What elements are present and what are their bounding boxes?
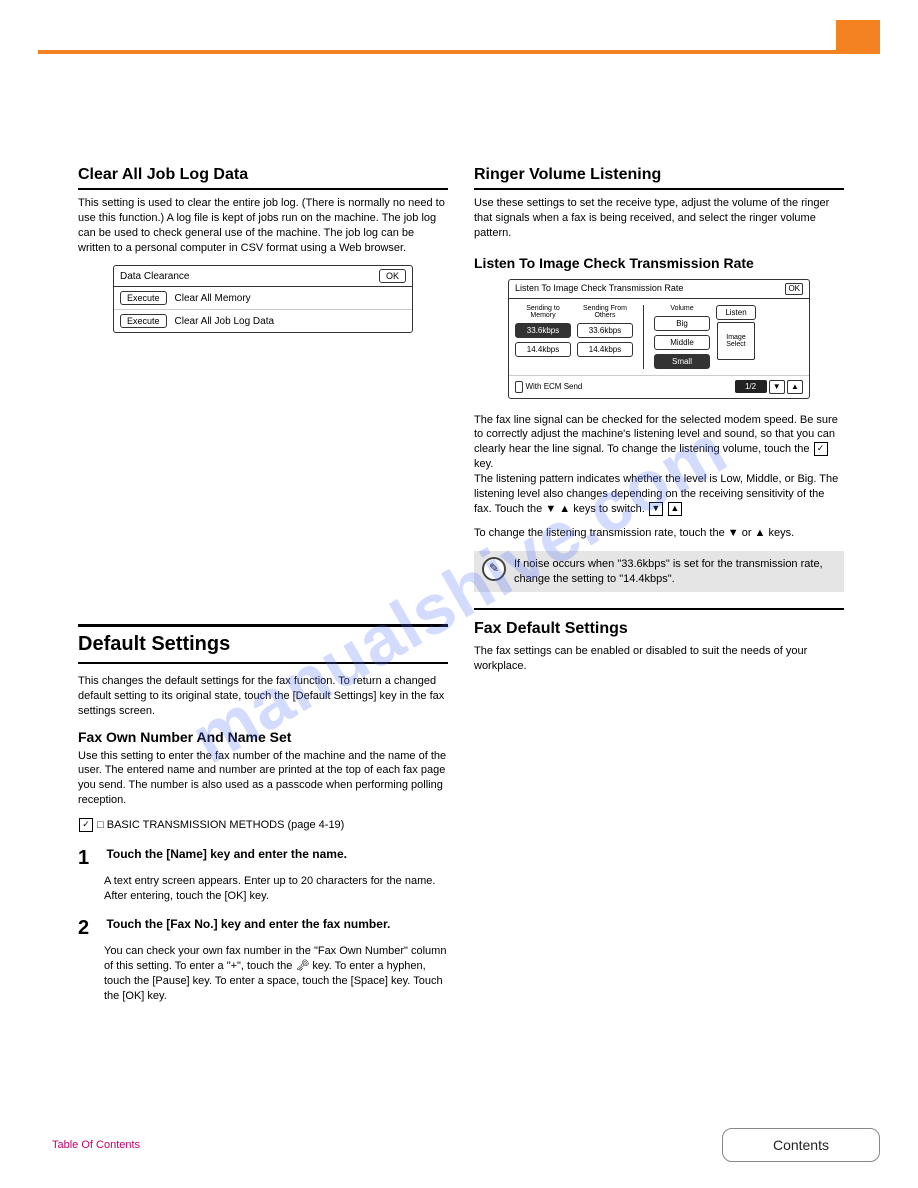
toc-link[interactable]: Table Of Contents — [52, 1139, 140, 1151]
subhead-desc: Use this setting to enter the fax number… — [78, 749, 448, 808]
right-subhead: Listen To Image Check Transmission Rate — [474, 255, 844, 271]
header-rule — [38, 50, 880, 54]
contents-button[interactable]: Contents — [722, 1128, 880, 1162]
step-2: 2 Touch the [Fax No.] key and enter the … — [78, 917, 448, 940]
rate-panel-title: Listen To Image Check Transmission Rate — [515, 283, 683, 295]
intro3: To change the listening transmission rat… — [474, 526, 844, 541]
vol-button[interactable]: Middle — [654, 335, 710, 350]
subhead: Fax Own Number And Name Set — [78, 729, 448, 745]
section3-title: Fax Default Settings — [474, 620, 844, 638]
rate-button[interactable]: 33.6kbps — [577, 323, 633, 338]
section2-title: Default Settings — [78, 633, 448, 656]
sending-col: Sending to Memory 33.6kbps 14.4kbps — [515, 305, 571, 369]
rate-value: 1/2 — [735, 380, 767, 393]
rate-button[interactable]: 14.4kbps — [515, 342, 571, 357]
check-icon: ✓ — [814, 442, 828, 456]
section2-desc: This changes the default settings for th… — [78, 674, 448, 719]
step1-sub: A text entry screen appears. Enter up to… — [104, 874, 448, 904]
left-section2: Default Settings This changes the defaul… — [78, 624, 448, 1014]
down-icon[interactable]: ▼ — [769, 380, 785, 394]
rate-button[interactable]: 14.4kbps — [577, 342, 633, 357]
page: manualshive.com 7-71 Clear All Job Log D… — [0, 0, 918, 1188]
rate-button[interactable]: 33.6kbps — [515, 323, 571, 338]
intro2: The fax line signal can be checked for t… — [474, 413, 844, 517]
rate-ok-button[interactable]: OK — [785, 283, 803, 295]
row-label: Clear All Job Log Data — [175, 316, 275, 327]
image-select-icon[interactable]: Image Select — [717, 322, 755, 360]
row-label: Clear All Memory — [175, 293, 251, 304]
left-title: Clear All Job Log Data — [78, 166, 448, 190]
left-column: Clear All Job Log Data This setting is u… — [78, 166, 448, 347]
check-icon: ✓ — [79, 818, 93, 832]
step2-sub: You can check your own fax number in the… — [104, 944, 448, 1003]
right-desc: Use these settings to set the receive ty… — [474, 196, 844, 241]
left-desc: This setting is used to clear the entire… — [78, 196, 448, 255]
pencil-icon: ✎ — [482, 557, 506, 581]
step-1: 1 Touch the [Name] key and enter the nam… — [78, 847, 448, 870]
vol-button[interactable]: Small — [654, 354, 710, 369]
right-column: Ringer Volume Listening Use these settin… — [474, 166, 844, 684]
execute-button[interactable]: Execute — [120, 291, 167, 305]
header-accent — [836, 20, 880, 50]
panel-ok-button[interactable]: OK — [379, 269, 406, 283]
up-icon: ▲ — [668, 502, 682, 516]
listen-button[interactable]: Listen — [716, 305, 756, 320]
note-box: ✎ If noise occurs when "33.6kbps" is set… — [474, 551, 844, 592]
right-title: Ringer Volume Listening — [474, 166, 844, 190]
other-col: Sending From Others 33.6kbps 14.4kbps — [577, 305, 633, 369]
section3-desc: The fax settings can be enabled or disab… — [474, 644, 844, 674]
ecm-checkbox[interactable] — [515, 381, 523, 393]
volume-col: Volume Big Middle Small — [654, 305, 710, 369]
execute-button[interactable]: Execute — [120, 314, 167, 328]
vol-button[interactable]: Big — [654, 316, 710, 331]
rate-panel: Listen To Image Check Transmission Rate … — [508, 279, 810, 399]
data-clearance-panel: Data Clearance OK Execute Clear All Memo… — [113, 265, 413, 333]
link-ref: ✓ □ BASIC TRANSMISSION METHODS (page 4-1… — [78, 818, 448, 833]
down-icon: ▼ — [649, 502, 663, 516]
up-icon[interactable]: ▲ — [787, 380, 803, 394]
page-footer: Table Of Contents Contents — [52, 1128, 880, 1162]
panel-title: Data Clearance — [120, 271, 189, 282]
page-number: 7-71 — [880, 28, 904, 42]
